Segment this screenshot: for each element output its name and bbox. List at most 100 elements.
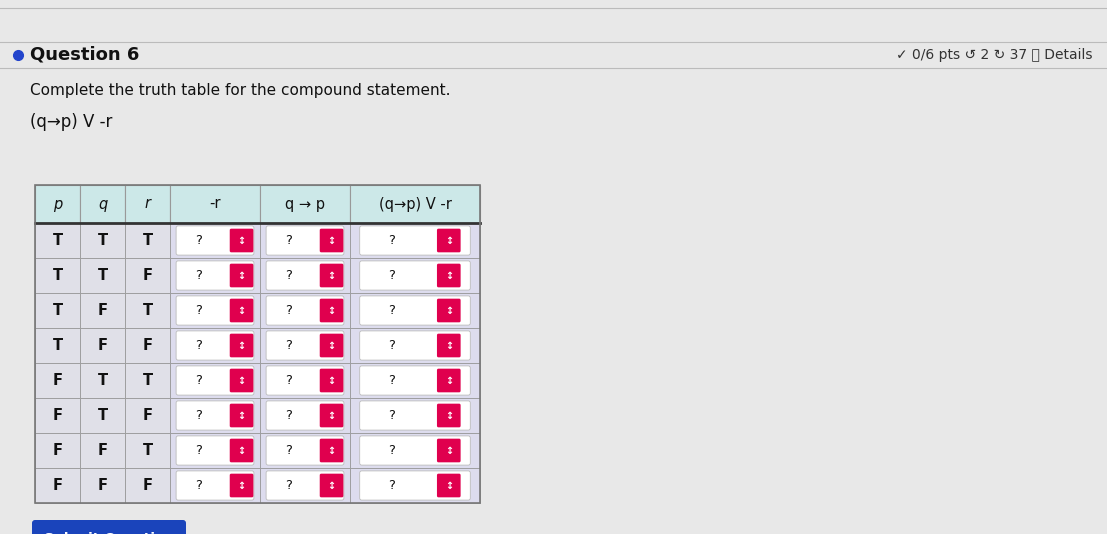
FancyBboxPatch shape	[176, 436, 254, 465]
Text: Submit Question: Submit Question	[44, 532, 174, 534]
Text: ?: ?	[195, 304, 203, 317]
Text: ?: ?	[286, 479, 292, 492]
FancyBboxPatch shape	[35, 258, 80, 293]
FancyBboxPatch shape	[260, 223, 350, 258]
Text: T: T	[52, 338, 63, 353]
FancyBboxPatch shape	[320, 474, 343, 497]
Text: ?: ?	[286, 269, 292, 282]
FancyBboxPatch shape	[360, 436, 470, 465]
Text: ?: ?	[195, 374, 203, 387]
FancyBboxPatch shape	[80, 258, 125, 293]
FancyBboxPatch shape	[266, 401, 344, 430]
Text: F: F	[52, 478, 62, 493]
Text: (q→p) V -r: (q→p) V -r	[379, 197, 452, 211]
FancyBboxPatch shape	[125, 185, 170, 223]
Text: ↕: ↕	[328, 235, 335, 246]
FancyBboxPatch shape	[35, 468, 80, 503]
FancyBboxPatch shape	[350, 433, 480, 468]
Text: F: F	[143, 268, 153, 283]
Text: ?: ?	[195, 444, 203, 457]
FancyBboxPatch shape	[260, 433, 350, 468]
FancyBboxPatch shape	[437, 474, 461, 497]
FancyBboxPatch shape	[35, 328, 80, 363]
FancyBboxPatch shape	[35, 185, 80, 223]
Text: T: T	[97, 408, 107, 423]
Text: ↕: ↕	[328, 271, 335, 280]
FancyBboxPatch shape	[266, 331, 344, 360]
Text: r: r	[145, 197, 151, 211]
Text: F: F	[97, 303, 107, 318]
Text: ↕: ↕	[328, 411, 335, 420]
Text: F: F	[143, 338, 153, 353]
FancyBboxPatch shape	[320, 404, 343, 427]
Text: ↕: ↕	[445, 445, 453, 456]
Text: ↕: ↕	[445, 375, 453, 386]
FancyBboxPatch shape	[360, 331, 470, 360]
FancyBboxPatch shape	[360, 366, 470, 395]
FancyBboxPatch shape	[260, 363, 350, 398]
FancyBboxPatch shape	[230, 264, 254, 287]
Text: ↕: ↕	[238, 481, 246, 491]
FancyBboxPatch shape	[35, 363, 80, 398]
Text: ↕: ↕	[445, 481, 453, 491]
FancyBboxPatch shape	[230, 229, 254, 253]
FancyBboxPatch shape	[80, 293, 125, 328]
FancyBboxPatch shape	[80, 468, 125, 503]
Text: q: q	[97, 197, 107, 211]
FancyBboxPatch shape	[266, 436, 344, 465]
FancyBboxPatch shape	[260, 328, 350, 363]
FancyBboxPatch shape	[176, 226, 254, 255]
FancyBboxPatch shape	[170, 328, 260, 363]
FancyBboxPatch shape	[80, 433, 125, 468]
FancyBboxPatch shape	[35, 433, 80, 468]
Text: ?: ?	[195, 234, 203, 247]
Text: T: T	[52, 268, 63, 283]
Text: T: T	[143, 303, 153, 318]
Text: ↕: ↕	[445, 271, 453, 280]
FancyBboxPatch shape	[360, 226, 470, 255]
FancyBboxPatch shape	[266, 471, 344, 500]
FancyBboxPatch shape	[437, 299, 461, 323]
FancyBboxPatch shape	[170, 468, 260, 503]
FancyBboxPatch shape	[176, 471, 254, 500]
FancyBboxPatch shape	[260, 398, 350, 433]
FancyBboxPatch shape	[170, 293, 260, 328]
FancyBboxPatch shape	[230, 438, 254, 462]
Text: ↕: ↕	[328, 305, 335, 316]
Text: ?: ?	[389, 269, 395, 282]
Text: ?: ?	[195, 479, 203, 492]
Text: ?: ?	[389, 234, 395, 247]
FancyBboxPatch shape	[320, 299, 343, 323]
FancyBboxPatch shape	[170, 223, 260, 258]
FancyBboxPatch shape	[176, 261, 254, 290]
Text: (q→p) V -r: (q→p) V -r	[30, 113, 113, 131]
FancyBboxPatch shape	[230, 299, 254, 323]
Text: ↕: ↕	[328, 481, 335, 491]
FancyBboxPatch shape	[360, 296, 470, 325]
FancyBboxPatch shape	[320, 368, 343, 392]
Text: ↕: ↕	[238, 305, 246, 316]
Text: ?: ?	[195, 269, 203, 282]
FancyBboxPatch shape	[320, 334, 343, 357]
Text: ?: ?	[286, 409, 292, 422]
FancyBboxPatch shape	[176, 331, 254, 360]
Text: -r: -r	[209, 197, 220, 211]
FancyBboxPatch shape	[80, 328, 125, 363]
Text: T: T	[97, 373, 107, 388]
FancyBboxPatch shape	[266, 296, 344, 325]
FancyBboxPatch shape	[125, 223, 170, 258]
FancyBboxPatch shape	[80, 398, 125, 433]
FancyBboxPatch shape	[125, 398, 170, 433]
Text: Question 6: Question 6	[30, 46, 139, 64]
FancyBboxPatch shape	[170, 398, 260, 433]
FancyBboxPatch shape	[125, 468, 170, 503]
Text: F: F	[97, 443, 107, 458]
FancyBboxPatch shape	[32, 520, 186, 534]
FancyBboxPatch shape	[35, 293, 80, 328]
FancyBboxPatch shape	[260, 293, 350, 328]
FancyBboxPatch shape	[350, 328, 480, 363]
FancyBboxPatch shape	[170, 185, 260, 223]
Text: T: T	[143, 443, 153, 458]
FancyBboxPatch shape	[176, 296, 254, 325]
Text: ↕: ↕	[328, 445, 335, 456]
